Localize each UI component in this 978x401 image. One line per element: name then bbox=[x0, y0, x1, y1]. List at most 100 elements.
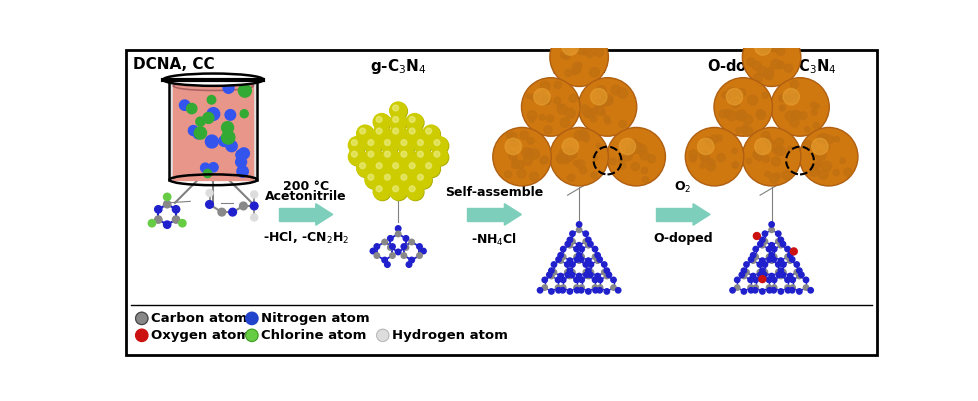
Circle shape bbox=[743, 262, 748, 267]
Circle shape bbox=[740, 273, 746, 279]
Circle shape bbox=[810, 143, 815, 148]
Circle shape bbox=[539, 115, 545, 121]
Circle shape bbox=[202, 113, 213, 124]
Circle shape bbox=[718, 110, 726, 118]
Circle shape bbox=[793, 269, 799, 275]
Circle shape bbox=[756, 156, 761, 161]
Circle shape bbox=[578, 78, 636, 136]
Circle shape bbox=[179, 100, 190, 110]
Circle shape bbox=[381, 172, 399, 189]
Circle shape bbox=[600, 110, 604, 115]
Circle shape bbox=[163, 193, 170, 200]
Circle shape bbox=[775, 138, 782, 146]
Circle shape bbox=[406, 183, 422, 200]
Circle shape bbox=[196, 117, 204, 126]
Circle shape bbox=[750, 273, 755, 279]
Circle shape bbox=[786, 258, 792, 263]
Circle shape bbox=[365, 171, 381, 188]
Circle shape bbox=[730, 288, 734, 293]
Circle shape bbox=[784, 277, 789, 283]
Circle shape bbox=[759, 273, 764, 279]
Circle shape bbox=[430, 137, 448, 154]
Circle shape bbox=[407, 126, 423, 143]
Circle shape bbox=[585, 237, 591, 243]
Circle shape bbox=[409, 257, 414, 263]
Circle shape bbox=[578, 37, 588, 47]
Circle shape bbox=[592, 108, 598, 114]
Circle shape bbox=[543, 126, 552, 134]
Circle shape bbox=[566, 289, 572, 294]
Circle shape bbox=[766, 257, 772, 262]
Circle shape bbox=[559, 118, 569, 128]
Circle shape bbox=[556, 154, 565, 164]
Circle shape bbox=[564, 69, 571, 77]
Circle shape bbox=[603, 289, 609, 294]
Circle shape bbox=[769, 174, 778, 183]
Circle shape bbox=[566, 174, 574, 182]
Circle shape bbox=[747, 277, 752, 283]
Circle shape bbox=[590, 115, 597, 122]
Circle shape bbox=[207, 95, 215, 104]
Text: O-doped g-C$_3$N$_4$: O-doped g-C$_3$N$_4$ bbox=[706, 57, 835, 76]
Circle shape bbox=[769, 47, 774, 51]
Circle shape bbox=[597, 285, 602, 290]
Circle shape bbox=[205, 189, 213, 196]
Circle shape bbox=[566, 243, 572, 248]
Circle shape bbox=[778, 237, 782, 243]
Circle shape bbox=[568, 94, 576, 102]
Circle shape bbox=[771, 277, 777, 283]
Circle shape bbox=[600, 96, 609, 106]
Circle shape bbox=[577, 130, 585, 138]
Circle shape bbox=[778, 289, 782, 294]
Circle shape bbox=[813, 122, 819, 129]
Circle shape bbox=[753, 233, 760, 239]
Circle shape bbox=[725, 94, 731, 100]
Circle shape bbox=[726, 87, 736, 97]
Circle shape bbox=[761, 42, 771, 52]
Circle shape bbox=[789, 248, 796, 255]
Circle shape bbox=[770, 78, 828, 136]
Circle shape bbox=[699, 163, 704, 168]
Circle shape bbox=[384, 140, 390, 146]
Circle shape bbox=[250, 191, 257, 198]
Circle shape bbox=[576, 62, 581, 67]
Circle shape bbox=[250, 214, 257, 221]
Circle shape bbox=[510, 139, 518, 146]
Circle shape bbox=[741, 28, 800, 87]
Circle shape bbox=[766, 246, 771, 252]
Circle shape bbox=[221, 122, 234, 134]
Circle shape bbox=[635, 142, 641, 148]
Circle shape bbox=[557, 258, 562, 263]
Circle shape bbox=[715, 79, 771, 135]
Circle shape bbox=[406, 125, 422, 142]
Circle shape bbox=[389, 253, 395, 258]
Circle shape bbox=[407, 184, 423, 200]
Circle shape bbox=[225, 109, 236, 120]
Text: -HCl, -CN$_2$H$_2$: -HCl, -CN$_2$H$_2$ bbox=[262, 230, 348, 246]
Circle shape bbox=[775, 262, 780, 267]
Circle shape bbox=[755, 110, 765, 119]
Circle shape bbox=[591, 172, 597, 178]
Circle shape bbox=[631, 139, 637, 145]
Circle shape bbox=[395, 249, 401, 255]
Circle shape bbox=[492, 128, 551, 186]
Circle shape bbox=[782, 94, 790, 101]
Circle shape bbox=[136, 329, 148, 342]
Circle shape bbox=[528, 117, 534, 122]
Circle shape bbox=[778, 268, 782, 273]
Circle shape bbox=[569, 231, 574, 236]
Circle shape bbox=[703, 137, 709, 143]
Circle shape bbox=[409, 186, 415, 192]
Circle shape bbox=[766, 288, 772, 293]
Circle shape bbox=[381, 148, 398, 165]
Circle shape bbox=[771, 157, 779, 166]
Circle shape bbox=[563, 45, 568, 50]
Circle shape bbox=[550, 128, 607, 186]
Polygon shape bbox=[173, 86, 253, 180]
Circle shape bbox=[789, 277, 794, 283]
Circle shape bbox=[392, 163, 398, 169]
Circle shape bbox=[553, 97, 560, 104]
Circle shape bbox=[187, 103, 197, 114]
Circle shape bbox=[754, 39, 771, 55]
Circle shape bbox=[582, 50, 587, 55]
